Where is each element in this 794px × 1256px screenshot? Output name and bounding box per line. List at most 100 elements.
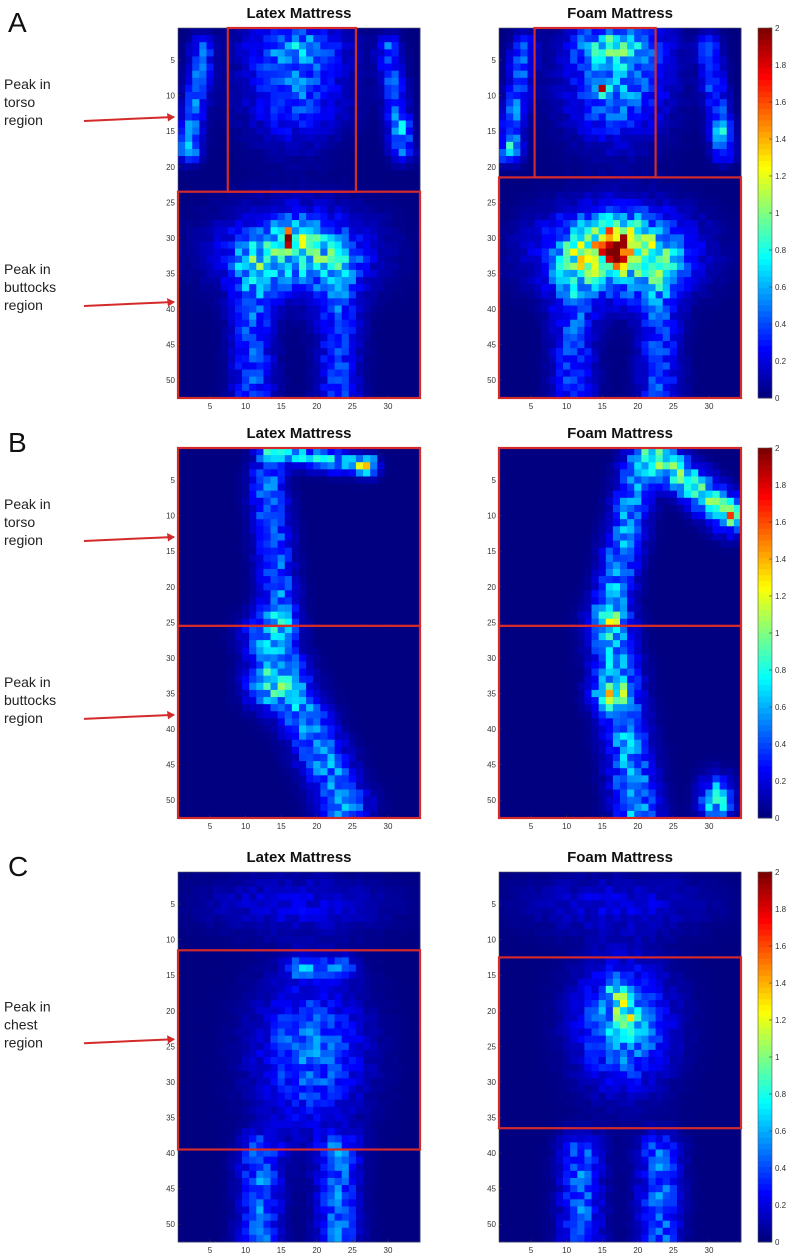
heatmap-cell — [513, 341, 521, 349]
heatmap-cell — [405, 689, 414, 698]
heatmap-cell — [705, 163, 713, 171]
heatmap-cell — [605, 49, 614, 57]
heatmap-cell — [227, 255, 236, 264]
heatmap-cell — [598, 35, 607, 43]
heatmap-cell — [563, 163, 571, 171]
heatmap-cell — [334, 277, 343, 285]
heatmap-cell — [570, 333, 578, 342]
heatmap-cell — [698, 99, 706, 107]
heatmap-cell — [662, 248, 671, 257]
heatmap-cell — [363, 262, 371, 271]
heatmap-cell — [541, 184, 550, 193]
heatmap-cell — [284, 291, 293, 299]
heatmap-cell — [627, 205, 635, 214]
heatmap-cell — [548, 305, 557, 314]
heatmap-cell — [655, 298, 664, 306]
heatmap-cell — [263, 682, 271, 691]
heatmap-cell — [384, 134, 392, 143]
heatmap-cell — [334, 390, 343, 399]
heatmap-cell — [499, 326, 507, 335]
heatmap-cell — [178, 277, 186, 285]
heatmap-cell — [355, 689, 364, 698]
heatmap-cell — [655, 106, 664, 114]
heatmap-cell — [684, 319, 692, 328]
heatmap-cell — [398, 597, 407, 605]
heatmap-cell — [412, 704, 421, 712]
colorbar-tick-label: 0 — [775, 394, 780, 403]
heatmap-cell — [291, 213, 300, 221]
heatmap-cell — [405, 220, 414, 228]
heatmap-cell — [662, 163, 671, 171]
heatmap-cell — [270, 476, 279, 484]
heatmap-cell — [698, 341, 706, 349]
heatmap-cell — [405, 262, 414, 271]
heatmap-cell — [384, 526, 392, 534]
heatmap-cell — [313, 312, 321, 321]
heatmap-cell — [263, 241, 271, 249]
heatmap-cell — [669, 113, 678, 121]
heatmap-cell — [213, 220, 222, 228]
heatmap-cell — [527, 106, 535, 114]
heatmap-cell — [249, 390, 257, 399]
heatmap-cell — [705, 148, 713, 157]
heatmap-cell — [412, 156, 421, 164]
heatmap-cell — [256, 241, 264, 249]
heatmap-cell — [620, 63, 628, 72]
heatmap-cell — [634, 92, 642, 100]
heatmap-cell — [377, 312, 385, 321]
heatmap-cell — [227, 127, 236, 136]
heatmap-cell — [520, 348, 528, 356]
heatmap-cell — [249, 326, 257, 335]
heatmap-cell — [391, 355, 400, 363]
heatmap-cell — [577, 28, 585, 36]
heatmap-cell — [227, 198, 236, 207]
heatmap-cell — [213, 248, 222, 257]
heatmap-cell — [705, 92, 713, 100]
heatmap-cell — [726, 141, 735, 150]
heatmap-cell — [370, 383, 378, 392]
heatmap-cell — [327, 277, 335, 285]
heatmap-cell — [384, 191, 392, 200]
heatmap-cell — [412, 277, 421, 285]
heatmap-cell — [726, 348, 735, 356]
heatmap-cell — [213, 547, 222, 556]
heatmap-cell — [584, 84, 592, 93]
heatmap-cell — [712, 113, 721, 121]
heatmap-cell — [178, 675, 186, 684]
heatmap-cell — [377, 348, 385, 356]
heatmap-cell — [370, 255, 378, 264]
heatmap-cell — [263, 711, 271, 719]
heatmap-cell — [584, 198, 592, 207]
heatmap-cell — [178, 241, 186, 249]
heatmap-cell — [363, 312, 371, 321]
heatmap-cell — [377, 163, 385, 171]
heatmap-cell — [220, 319, 229, 328]
heatmap-cell — [291, 476, 300, 484]
heatmap-cell — [370, 675, 378, 684]
heatmap-cell — [249, 184, 257, 193]
heatmap-cell — [377, 35, 385, 43]
heatmap-cell — [363, 99, 371, 107]
heatmap-cell — [299, 661, 307, 669]
heatmap-cell — [256, 63, 264, 72]
heatmap-cell — [206, 184, 214, 193]
heatmap-cell — [577, 298, 585, 306]
heatmap-cell — [726, 262, 735, 271]
heatmap-cell — [334, 92, 343, 100]
heatmap-cell — [719, 277, 728, 285]
heatmap-cell — [348, 63, 357, 72]
heatmap-cells — [178, 448, 421, 819]
heatmap-cell — [348, 106, 357, 114]
heatmap-cell — [591, 141, 600, 150]
y-tick-label: 45 — [166, 341, 175, 350]
heatmap-cell — [669, 241, 678, 249]
heatmap-cell — [242, 70, 250, 79]
heatmap-cell — [270, 583, 279, 591]
heatmap-cell — [249, 590, 257, 598]
heatmap-cell — [712, 84, 721, 93]
heatmap-cell — [412, 120, 421, 129]
heatmap-cell — [242, 476, 250, 484]
heatmap-cell — [199, 519, 207, 527]
heatmap-cell — [405, 156, 414, 164]
heatmap-cell — [570, 134, 578, 143]
